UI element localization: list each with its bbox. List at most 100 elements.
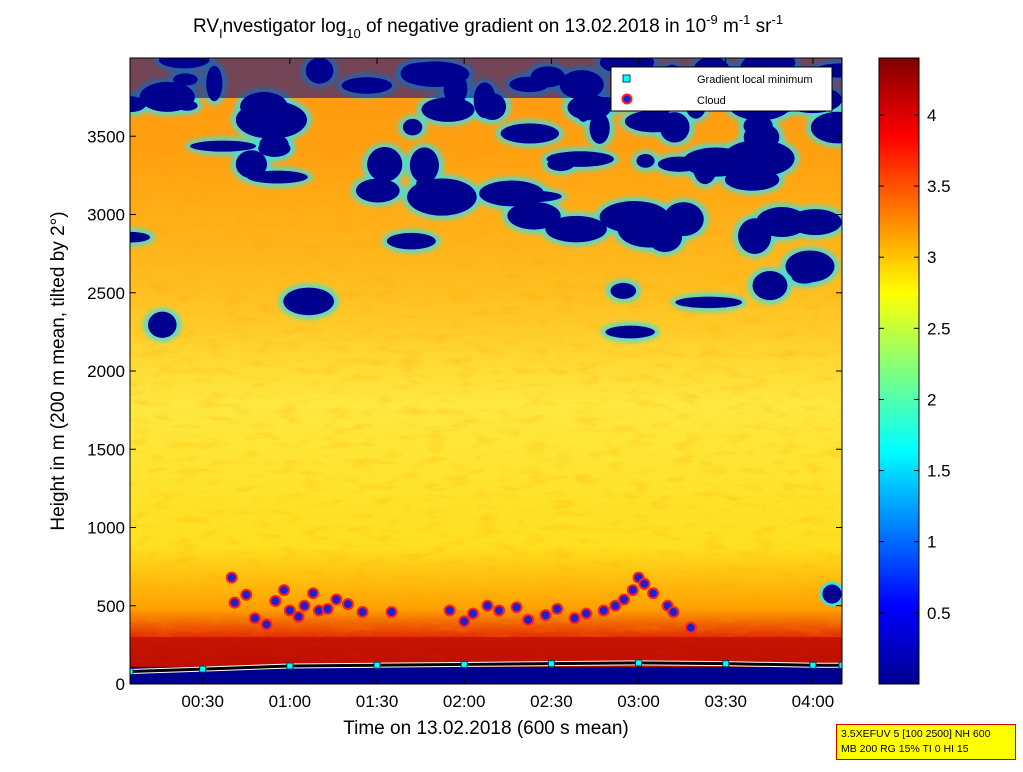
legend-marker-gradient-minimum	[622, 74, 631, 83]
cloud-marker	[248, 612, 261, 625]
legend-marker-cloud	[621, 93, 633, 105]
gradient-minimum-marker	[809, 661, 817, 669]
x-tick-label: 01:30	[356, 692, 399, 711]
cloud-markers	[225, 571, 697, 634]
colorbar-tick-label: 2	[927, 390, 936, 409]
low-gradient-patch	[235, 100, 308, 139]
gradient-minimum-marker	[199, 665, 207, 673]
legend-label-cloud: Cloud	[697, 95, 726, 107]
low-gradient-patch	[675, 296, 743, 309]
x-tick-label: 02:30	[530, 692, 573, 711]
low-gradient-patch	[500, 123, 560, 144]
low-gradient-patch	[386, 232, 436, 250]
colorbar-tick-label: 0.5	[927, 604, 951, 623]
cloud-marker	[228, 596, 241, 609]
low-gradient-patch	[599, 201, 670, 234]
colorbar-tick-label: 1	[927, 533, 936, 552]
low-gradient-patch	[547, 157, 575, 172]
low-gradient-patch	[647, 221, 683, 252]
cloud-marker	[260, 618, 273, 631]
cloud-marker	[466, 607, 479, 620]
settings-line-2: MB 200 RG 15% TI 0 HI 15	[841, 743, 969, 755]
y-axis-label: Height in m (200 m mean, tilted by 2°)	[48, 211, 69, 530]
cloud-marker	[626, 584, 639, 597]
cloud-marker	[443, 604, 456, 617]
gradient-minimum-marker	[547, 660, 555, 668]
cloud-marker	[356, 606, 369, 619]
cloud-marker	[298, 599, 311, 612]
y-tick-label: 2000	[87, 362, 125, 381]
low-gradient-patch	[190, 140, 257, 152]
ground-layer	[130, 637, 842, 684]
gradient-minimum-marker	[373, 661, 381, 669]
colorbar-tick-label: 2.5	[927, 319, 951, 338]
y-tick-label: 3000	[87, 206, 125, 225]
colorbar-tick-label: 4	[927, 106, 936, 125]
y-tick-label: 500	[97, 597, 125, 616]
cloud-marker	[667, 606, 680, 619]
low-gradient-patch	[507, 201, 561, 230]
cloud-marker	[307, 587, 320, 600]
surface-band	[130, 666, 842, 684]
y-axis: 0 500 1000 1500 2000 2500 3000 3500	[87, 127, 842, 694]
legend-box	[610, 66, 833, 112]
low-gradient-patch	[283, 287, 335, 316]
heatmap-plot-area	[130, 58, 842, 684]
cloud-marker	[522, 613, 535, 626]
gradient-minimum-marker	[635, 659, 643, 667]
colorbar-tick-label: 3	[927, 248, 936, 267]
low-gradient-patch	[738, 218, 772, 255]
low-gradient-patch	[605, 325, 655, 339]
low-gradient-patch	[743, 123, 780, 151]
low-gradient-patch	[176, 100, 198, 111]
gradient-minimum-marker	[722, 660, 730, 668]
y-tick-label: 1000	[87, 519, 125, 538]
low-gradient-patch	[235, 150, 268, 179]
gradient-minimum-line	[130, 661, 842, 673]
low-gradient-patch	[636, 153, 655, 168]
low-gradient-patch	[624, 110, 682, 133]
cloud-marker	[269, 595, 282, 608]
legend: Gradient local minimum Cloud	[610, 66, 833, 112]
gradient-minimum-marker	[460, 660, 468, 668]
cloud-marker	[321, 602, 334, 615]
colorbar-tick-label: 1.5	[927, 462, 951, 481]
cloud-marker	[240, 588, 253, 601]
cloud-marker	[568, 612, 581, 625]
colorbar-ticks: 0.5 1 1.5 2 2.5 3 3.5 4	[879, 106, 951, 623]
low-gradient-patch	[610, 282, 637, 299]
cloud-marker	[481, 599, 494, 612]
low-gradient-patch	[752, 270, 788, 301]
cloud-marker	[493, 604, 506, 617]
y-tick-label: 1500	[87, 440, 125, 459]
cloud-marker	[684, 621, 697, 634]
colorbar-tick-label: 3.5	[927, 177, 951, 196]
cloud-marker	[278, 584, 291, 597]
gradient-minimum-marker	[286, 662, 294, 670]
cloud-marker	[539, 609, 552, 622]
cloud-marker	[330, 593, 343, 606]
cloud-marker	[638, 577, 651, 590]
x-axis: 00:30 01:00 01:30 02:00 02:30 03:00 03:30 04:00	[181, 58, 834, 711]
low-gradient-patch	[148, 311, 177, 338]
y-tick-label: 0	[116, 675, 125, 694]
legend-label-gradient-minimum: Gradient local minimum	[697, 74, 813, 86]
x-tick-label: 04:00	[792, 692, 835, 711]
x-tick-label: 01:00	[269, 692, 312, 711]
y-tick-label: 2500	[87, 284, 125, 303]
low-gradient-patch	[810, 111, 842, 144]
low-gradient-patch	[130, 231, 151, 243]
cloud-marker	[510, 601, 523, 614]
low-gradient-patch	[478, 93, 507, 120]
colorbar-gradient	[878, 57, 920, 685]
low-gradient-patch	[421, 97, 475, 122]
low-gradient-patch	[819, 581, 842, 607]
cloud-marker	[597, 604, 610, 617]
gradient-minimum-marker	[130, 667, 134, 675]
low-gradient-patch	[589, 112, 610, 144]
gradient-minimum-markers	[130, 659, 842, 675]
gradient-minimum-marker	[838, 661, 842, 669]
cloud-marker	[458, 615, 471, 628]
cloud-marker	[341, 598, 354, 611]
